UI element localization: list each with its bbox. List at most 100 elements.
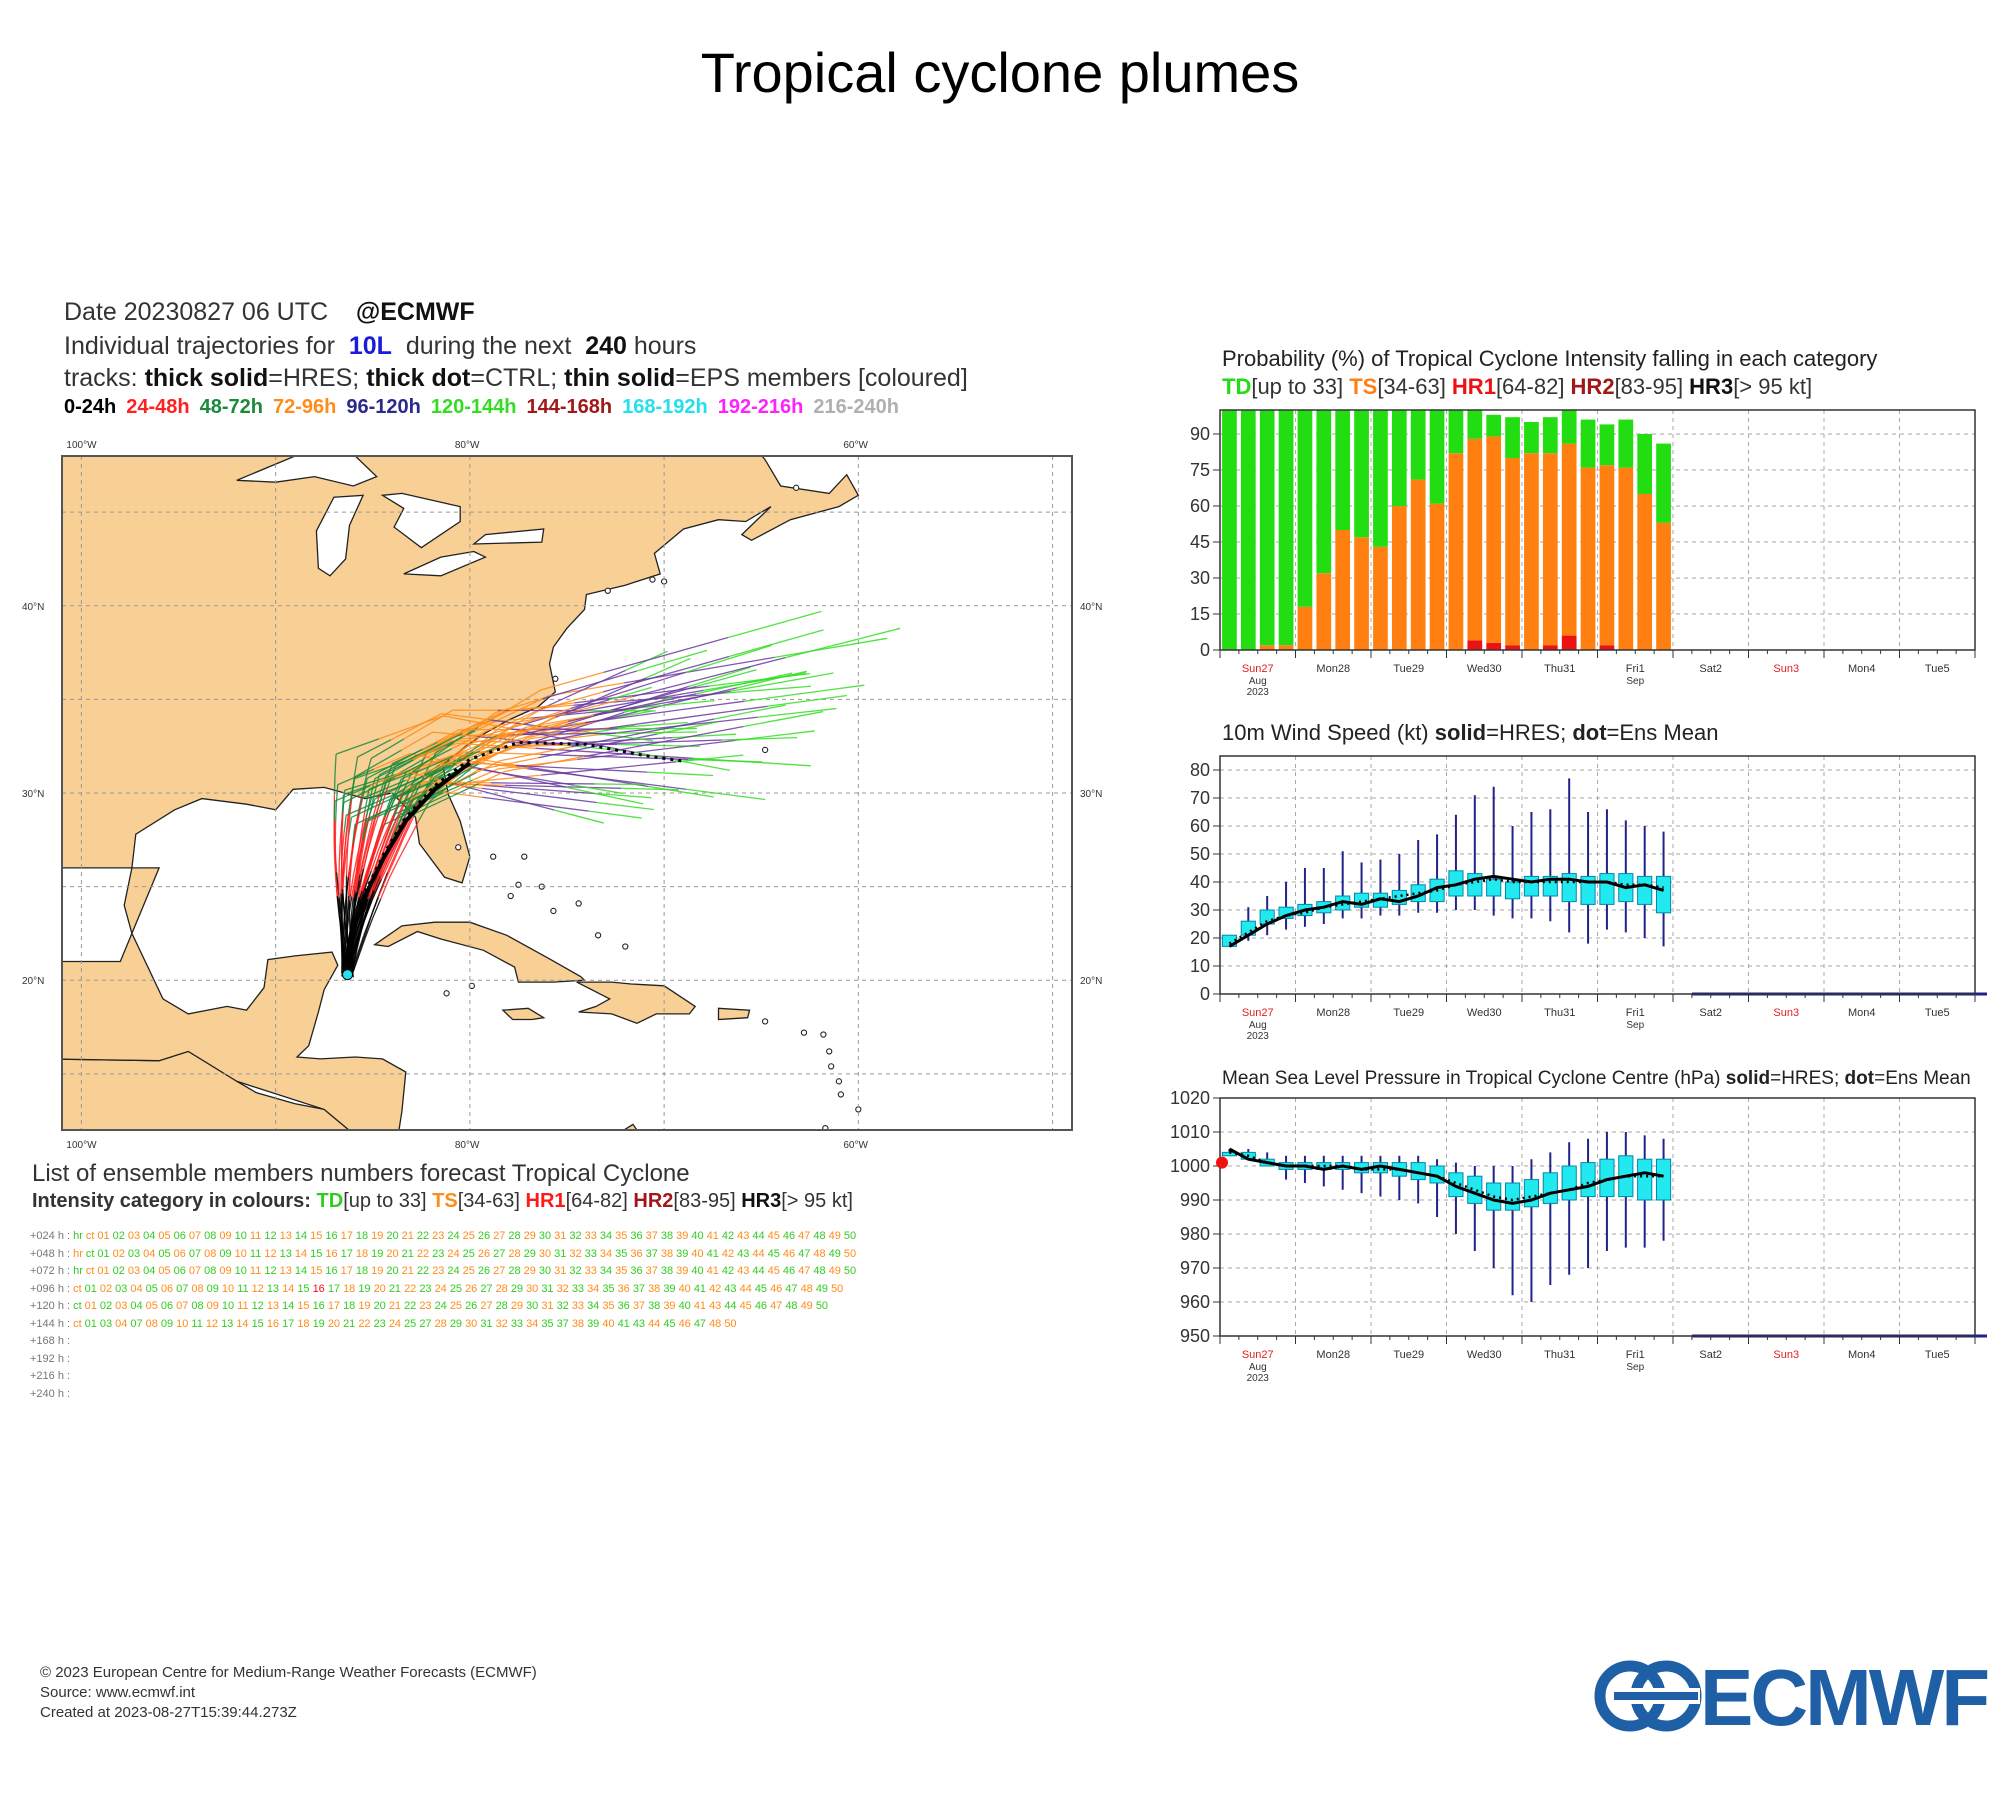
eps-track-segment xyxy=(590,728,613,734)
member-id: 06 xyxy=(173,1230,186,1242)
eps-track-segment xyxy=(562,688,584,700)
member-id: 17 xyxy=(327,1300,341,1312)
member-id: 08 xyxy=(204,1230,217,1242)
map-island-25 xyxy=(649,576,656,583)
member-id: 34 xyxy=(587,1282,600,1295)
member-id: 46 xyxy=(770,1282,783,1295)
member-id: 39 xyxy=(663,1282,676,1295)
eps-track-segment xyxy=(479,738,503,752)
eps-track-segment xyxy=(343,910,347,929)
time-legend-item-4: 96-120h xyxy=(346,396,421,418)
eps-track-segment xyxy=(370,798,391,809)
eps-track-segment xyxy=(574,767,609,773)
eps-track-segment xyxy=(421,715,444,725)
member-id: 41 xyxy=(693,1300,707,1312)
tracks-eps-text: =EPS members [coloured] xyxy=(675,364,968,392)
tracks-hres-bold: thick solid xyxy=(144,364,269,392)
map-lon-label-bottom: 80°W xyxy=(455,1140,480,1150)
member-id: 21 xyxy=(401,1265,414,1277)
member-id: 34 xyxy=(587,1300,600,1312)
eps-track-segment xyxy=(343,786,366,796)
eps-track-segment xyxy=(659,656,684,665)
eps-track-segment xyxy=(565,786,592,794)
member-id: 23 xyxy=(373,1317,386,1330)
member-id: 50 xyxy=(843,1247,857,1260)
quartile-box xyxy=(1542,1172,1558,1204)
eps-track-segment xyxy=(352,855,358,875)
map-island-3 xyxy=(550,907,557,915)
member-id: 02 xyxy=(112,1265,125,1277)
eps-track-segment xyxy=(360,898,369,919)
member-id: 31 xyxy=(554,1230,567,1242)
eps-track-segment xyxy=(480,729,503,738)
member-row: +072 h : hr ct 01 02 03 04 05 06 07 08 09 10 11 12 13 14… xyxy=(30,1263,859,1281)
eps-track-segment xyxy=(357,868,365,890)
member-id: 43 xyxy=(737,1247,750,1260)
eps-track-segment xyxy=(366,768,386,779)
eps-track-segment xyxy=(510,791,540,797)
track-map: 100°W 100°W 80°W 80°W 60°W 60°W 40°N 40°N 30°N 30… xyxy=(22,440,1102,1150)
chart-y-label: 980 xyxy=(1180,1224,1210,1244)
eps-track-segment xyxy=(452,754,486,761)
member-id: 19 xyxy=(371,1265,384,1277)
mslp-solid-label: solid xyxy=(1725,1068,1771,1089)
wind-title-text: 10m Wind Speed (kt) xyxy=(1222,720,1429,745)
category-range-td: [up to 33] xyxy=(343,1190,433,1212)
eps-track-segment xyxy=(417,743,441,757)
member-id: 23 xyxy=(432,1247,445,1260)
eps-track-segment xyxy=(540,702,575,708)
tracks-prefix: tracks: xyxy=(64,364,138,392)
jamaica-land xyxy=(501,1007,546,1021)
eps-track-segment xyxy=(513,775,540,783)
date-line: Date 20230827 06 UTC @ECMWF xyxy=(64,298,475,327)
member-id: ct xyxy=(73,1282,82,1295)
puerto-rico-land xyxy=(717,1007,751,1021)
eps-track-segment xyxy=(345,855,348,876)
eps-track-segment xyxy=(670,676,710,688)
eps-track-segment xyxy=(354,815,374,825)
prob-bar-td xyxy=(1618,419,1634,468)
member-id: 42 xyxy=(721,1265,735,1277)
eps-track-segment xyxy=(343,834,347,856)
prob-bar-ts xyxy=(1316,573,1332,650)
prob-bar-td xyxy=(1429,410,1445,504)
member-id: 13 xyxy=(279,1265,292,1277)
map-island-7 xyxy=(594,932,602,939)
category-range-td: [up to 33] xyxy=(1251,374,1350,399)
eps-track-segment xyxy=(664,705,705,713)
chart-y-label: 30 xyxy=(1190,900,1210,920)
map-island-6 xyxy=(575,900,582,907)
lake-ontario xyxy=(471,528,545,545)
eps-track-segment xyxy=(377,777,396,787)
member-id: 13 xyxy=(266,1300,280,1312)
category-range-hr2: [83-95] xyxy=(673,1190,742,1212)
eps-track-segment xyxy=(562,807,589,812)
eps-track-segment xyxy=(548,766,582,770)
eps-track-segment xyxy=(708,666,748,678)
member-id: 33 xyxy=(571,1282,585,1295)
chart-month-label: Sep xyxy=(1626,1362,1644,1373)
eps-track-segment xyxy=(461,724,480,738)
quartile-box xyxy=(1504,1182,1521,1211)
member-id: 15 xyxy=(297,1300,310,1312)
member-id: 31 xyxy=(554,1265,567,1277)
member-id: 34 xyxy=(599,1247,613,1260)
chart-day-label: Fri1 xyxy=(1626,663,1645,675)
member-id: 30 xyxy=(538,1265,552,1277)
member-id: 33 xyxy=(510,1317,524,1330)
eps-track-segment xyxy=(656,671,686,683)
chart-day-label: Sat2 xyxy=(1699,1007,1722,1019)
eps-track-segment xyxy=(849,637,888,646)
eps-track-segment xyxy=(394,754,418,768)
member-id: 19 xyxy=(371,1247,384,1260)
category-hr2: HR2 xyxy=(633,1190,674,1212)
eps-track-segment xyxy=(444,736,463,750)
eps-track-segment xyxy=(357,938,366,959)
prob-bar-td xyxy=(1335,410,1351,530)
eps-track-segment xyxy=(730,684,766,692)
category-hr3: HR3 xyxy=(741,1190,782,1212)
member-id: 02 xyxy=(99,1300,113,1312)
lake-erie xyxy=(403,550,487,577)
eps-track-segment xyxy=(566,705,588,713)
eps-track-segment xyxy=(381,810,391,831)
